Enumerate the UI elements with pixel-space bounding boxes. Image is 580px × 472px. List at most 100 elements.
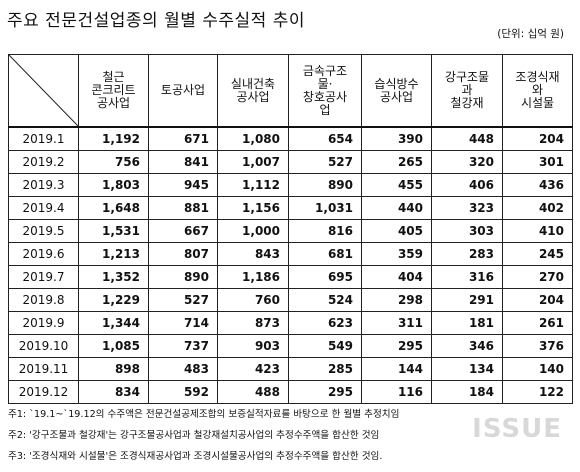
month-cell: 2019.9 xyxy=(8,311,79,335)
column-header-line: 업 xyxy=(319,102,331,117)
column-header-line: 과 xyxy=(461,83,473,97)
column-header-line: 습식방수 xyxy=(374,76,419,91)
value-cell: 405 xyxy=(361,219,432,243)
table-row: 2019.10 1,085 737 903 549 295 346 376 xyxy=(8,334,573,358)
month-cell: 2019.4 xyxy=(8,196,79,220)
table-row: 2019.5 1,531 667 1,000 816 405 303 410 xyxy=(8,219,573,243)
table-row: 2019.6 1,213 807 843 681 359 283 245 xyxy=(8,242,573,266)
value-cell: 291 xyxy=(431,288,503,312)
column-header-line: 철강재 xyxy=(450,96,484,110)
table-row: 2019.7 1,352 890 1,186 695 404 316 270 xyxy=(8,265,573,289)
value-cell: 359 xyxy=(361,242,432,266)
value-cell: 1,531 xyxy=(78,219,149,243)
value-cell: 1,156 xyxy=(217,196,289,220)
page-title: 주요 전문건설업종의 월별 수주실적 추이 xyxy=(7,11,305,31)
value-cell: 807 xyxy=(148,242,218,266)
value-cell: 1,803 xyxy=(78,173,149,197)
column-header: 습식방수 공사업 xyxy=(361,54,432,128)
value-cell: 483 xyxy=(148,357,218,381)
month-cell: 2019.11 xyxy=(8,357,79,381)
orders-table: 철근 콘크리트 공사업 토공사업 실내건축 공사업 금속구조 물· 창호공사 업 습식방수 공사업 강구… xyxy=(8,54,573,404)
table-header-row: 철근 콘크리트 공사업 토공사업 실내건축 공사업 금속구조 물· 창호공사 업 습식방수 공사업 강구… xyxy=(8,54,573,128)
value-cell: 261 xyxy=(502,311,573,335)
value-cell: 410 xyxy=(502,219,573,243)
unit-label: (단위: 십억 원) xyxy=(497,28,564,40)
month-cell: 2019.12 xyxy=(8,380,79,404)
column-header-line: 물· xyxy=(317,76,333,91)
column-header-line: 조경식재 xyxy=(515,70,560,84)
value-cell: 436 xyxy=(502,173,573,197)
value-cell: 303 xyxy=(431,219,503,243)
value-cell: 301 xyxy=(502,150,573,174)
value-cell: 423 xyxy=(217,357,289,381)
diagonal-line xyxy=(9,55,78,126)
value-cell: 144 xyxy=(361,357,432,381)
month-cell: 2019.6 xyxy=(8,242,79,266)
value-cell: 834 xyxy=(78,380,149,404)
value-cell: 265 xyxy=(361,150,432,174)
value-cell: 881 xyxy=(148,196,218,220)
month-cell: 2019.1 xyxy=(8,126,79,151)
value-cell: 1,080 xyxy=(217,126,289,151)
value-cell: 488 xyxy=(217,380,289,404)
value-cell: 311 xyxy=(361,311,432,335)
value-cell: 737 xyxy=(148,334,218,358)
month-cell: 2019.5 xyxy=(8,219,79,243)
column-header-line: 금속구조 xyxy=(302,63,348,78)
table-row: 2019.11 898 483 423 285 144 134 140 xyxy=(8,357,573,381)
value-cell: 440 xyxy=(361,196,432,220)
value-cell: 184 xyxy=(431,380,503,404)
column-header: 실내건축 공사업 xyxy=(217,54,289,128)
value-cell: 527 xyxy=(148,288,218,312)
value-cell: 527 xyxy=(288,150,362,174)
column-header-line: 토공사업 xyxy=(160,83,206,97)
value-cell: 843 xyxy=(217,242,289,266)
value-cell: 1,352 xyxy=(78,265,149,289)
column-header-line: 실내건축 xyxy=(230,76,276,91)
value-cell: 1,031 xyxy=(288,196,362,220)
value-cell: 816 xyxy=(288,219,362,243)
value-cell: 402 xyxy=(502,196,573,220)
value-cell: 376 xyxy=(502,334,573,358)
month-cell: 2019.8 xyxy=(8,288,79,312)
value-cell: 1,648 xyxy=(78,196,149,220)
footnotes: 주1: `19.1~`19.12의 수주액은 전문건설공제조합의 보증실적자료를… xyxy=(8,404,572,467)
value-cell: 316 xyxy=(431,265,503,289)
table-row: 2019.4 1,648 881 1,156 1,031 440 323 402 xyxy=(8,196,573,220)
table-row: 2019.2 756 841 1,007 527 265 320 301 xyxy=(8,150,573,174)
month-cell: 2019.10 xyxy=(8,334,79,358)
value-cell: 283 xyxy=(431,242,503,266)
column-header: 조경식재 와 시설물 xyxy=(502,54,573,128)
month-cell: 2019.7 xyxy=(8,265,79,289)
value-cell: 1,186 xyxy=(217,265,289,289)
column-header-line: 공사업 xyxy=(96,96,131,110)
value-cell: 455 xyxy=(361,173,432,197)
column-header-line: 강구조물 xyxy=(444,70,490,84)
value-cell: 448 xyxy=(431,126,503,151)
value-cell: 695 xyxy=(288,265,362,289)
value-cell: 714 xyxy=(148,311,218,335)
corner-cell xyxy=(8,54,79,128)
table-row: 2019.3 1,803 945 1,112 890 455 406 436 xyxy=(8,173,573,197)
column-header: 토공사업 xyxy=(148,54,218,128)
value-cell: 406 xyxy=(431,173,503,197)
table-row: 2019.1 1,192 671 1,080 654 390 448 204 xyxy=(8,126,573,151)
value-cell: 549 xyxy=(288,334,362,358)
column-header: 철근 콘크리트 공사업 xyxy=(78,54,149,128)
value-cell: 760 xyxy=(217,288,289,312)
value-cell: 390 xyxy=(361,126,432,151)
value-cell: 667 xyxy=(148,219,218,243)
table-row: 2019.12 834 592 488 295 116 184 122 xyxy=(8,380,573,404)
value-cell: 903 xyxy=(217,334,289,358)
value-cell: 346 xyxy=(431,334,503,358)
value-cell: 1,229 xyxy=(78,288,149,312)
value-cell: 681 xyxy=(288,242,362,266)
column-header: 금속구조 물· 창호공사 업 xyxy=(288,54,362,128)
table-body: 2019.1 1,192 671 1,080 654 390 448 204 2019.2 756… xyxy=(8,126,573,404)
footnote: 주1: `19.1~`19.12의 수주액은 전문건설공제조합의 보증실적자료를… xyxy=(8,409,400,420)
value-cell: 1,007 xyxy=(217,150,289,174)
column-header-line: 와 xyxy=(531,83,544,97)
value-cell: 841 xyxy=(148,150,218,174)
column-header-line: 철근 xyxy=(102,70,125,84)
month-cell: 2019.2 xyxy=(8,150,79,174)
